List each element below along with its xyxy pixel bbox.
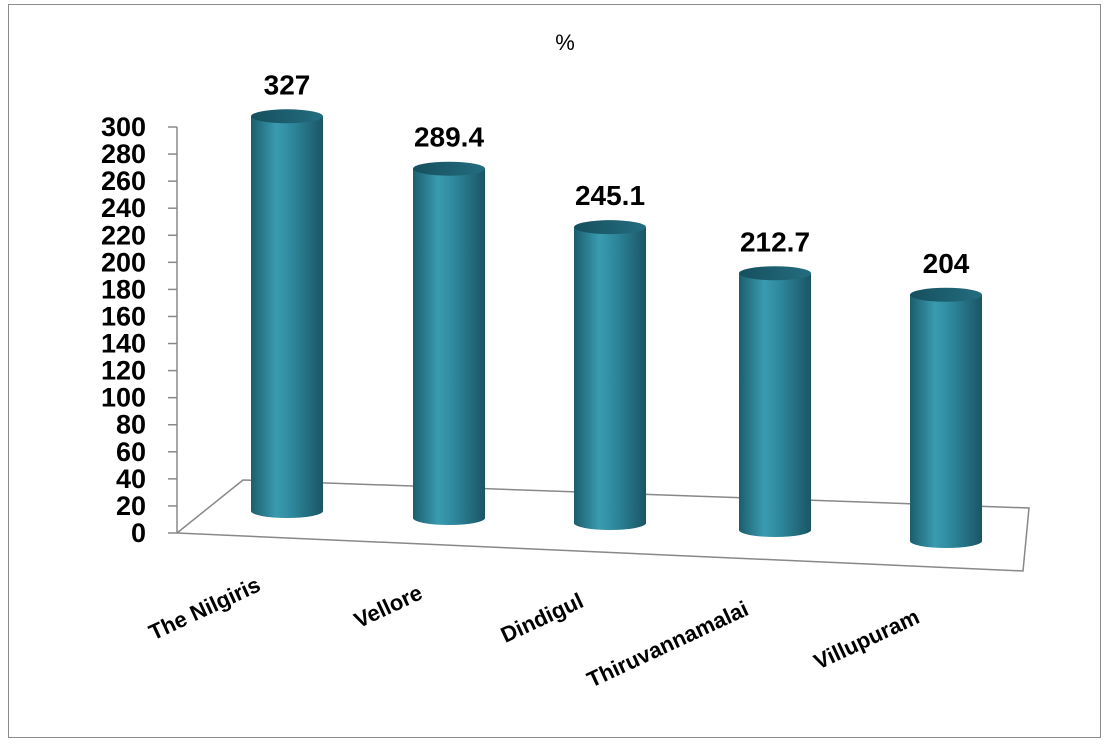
data-label: 212.7 <box>740 226 810 257</box>
bar-the-nilgiris <box>251 109 323 518</box>
y-tick-label: 200 <box>101 247 146 277</box>
bar-body <box>910 294 982 548</box>
y-tick-label: 20 <box>116 491 146 521</box>
bar-vellore <box>413 161 485 525</box>
data-label: 327 <box>264 69 311 100</box>
y-tick-label: 120 <box>101 356 146 386</box>
bar-body <box>739 273 811 537</box>
bar-series: 327 289.4 245.1 212.7 204 <box>251 69 982 548</box>
data-label: 289.4 <box>414 122 484 153</box>
bar-top <box>910 287 982 302</box>
y-tick-label: 40 <box>116 464 146 494</box>
bar-top <box>574 220 646 235</box>
data-label: 204 <box>923 248 970 279</box>
bar-top <box>413 161 485 176</box>
x-tick-label: Thiruvannamalai <box>583 596 752 693</box>
data-label: 245.1 <box>575 180 645 211</box>
y-tick-label: 240 <box>101 193 146 223</box>
chart-floor <box>176 127 1030 572</box>
x-tick-label: The Nilgiris <box>145 572 264 645</box>
y-tick-label: 160 <box>101 301 146 331</box>
bar-body <box>574 227 646 530</box>
bar-body <box>251 116 323 518</box>
x-tick-label: Dindigul <box>497 588 587 648</box>
chart-title: % <box>555 30 575 55</box>
y-tick-label: 180 <box>101 274 146 304</box>
y-tick-label: 60 <box>116 437 146 467</box>
y-tick-label: 220 <box>101 220 146 250</box>
bar-thiruvannamalai <box>739 266 811 537</box>
y-tick-label: 140 <box>101 329 146 359</box>
bar-dindigul <box>574 220 646 530</box>
y-axis: 0204060801001201401601802002202402602803… <box>101 112 177 548</box>
x-tick-label: Vellore <box>350 580 426 633</box>
bar-villupuram <box>910 287 982 548</box>
y-tick-label: 0 <box>131 518 146 548</box>
y-tick-label: 300 <box>101 112 146 142</box>
y-tick-label: 80 <box>116 410 146 440</box>
x-axis: The Nilgiris Vellore DindigulThiruvannamal… <box>145 572 923 693</box>
x-tick-label: Villupuram <box>810 604 923 675</box>
y-tick-label: 100 <box>101 383 146 413</box>
bar-body <box>413 168 485 525</box>
bar-top <box>251 109 323 124</box>
y-tick-label: 280 <box>101 139 146 169</box>
bar-top <box>739 266 811 281</box>
y-tick-label: 260 <box>101 166 146 196</box>
